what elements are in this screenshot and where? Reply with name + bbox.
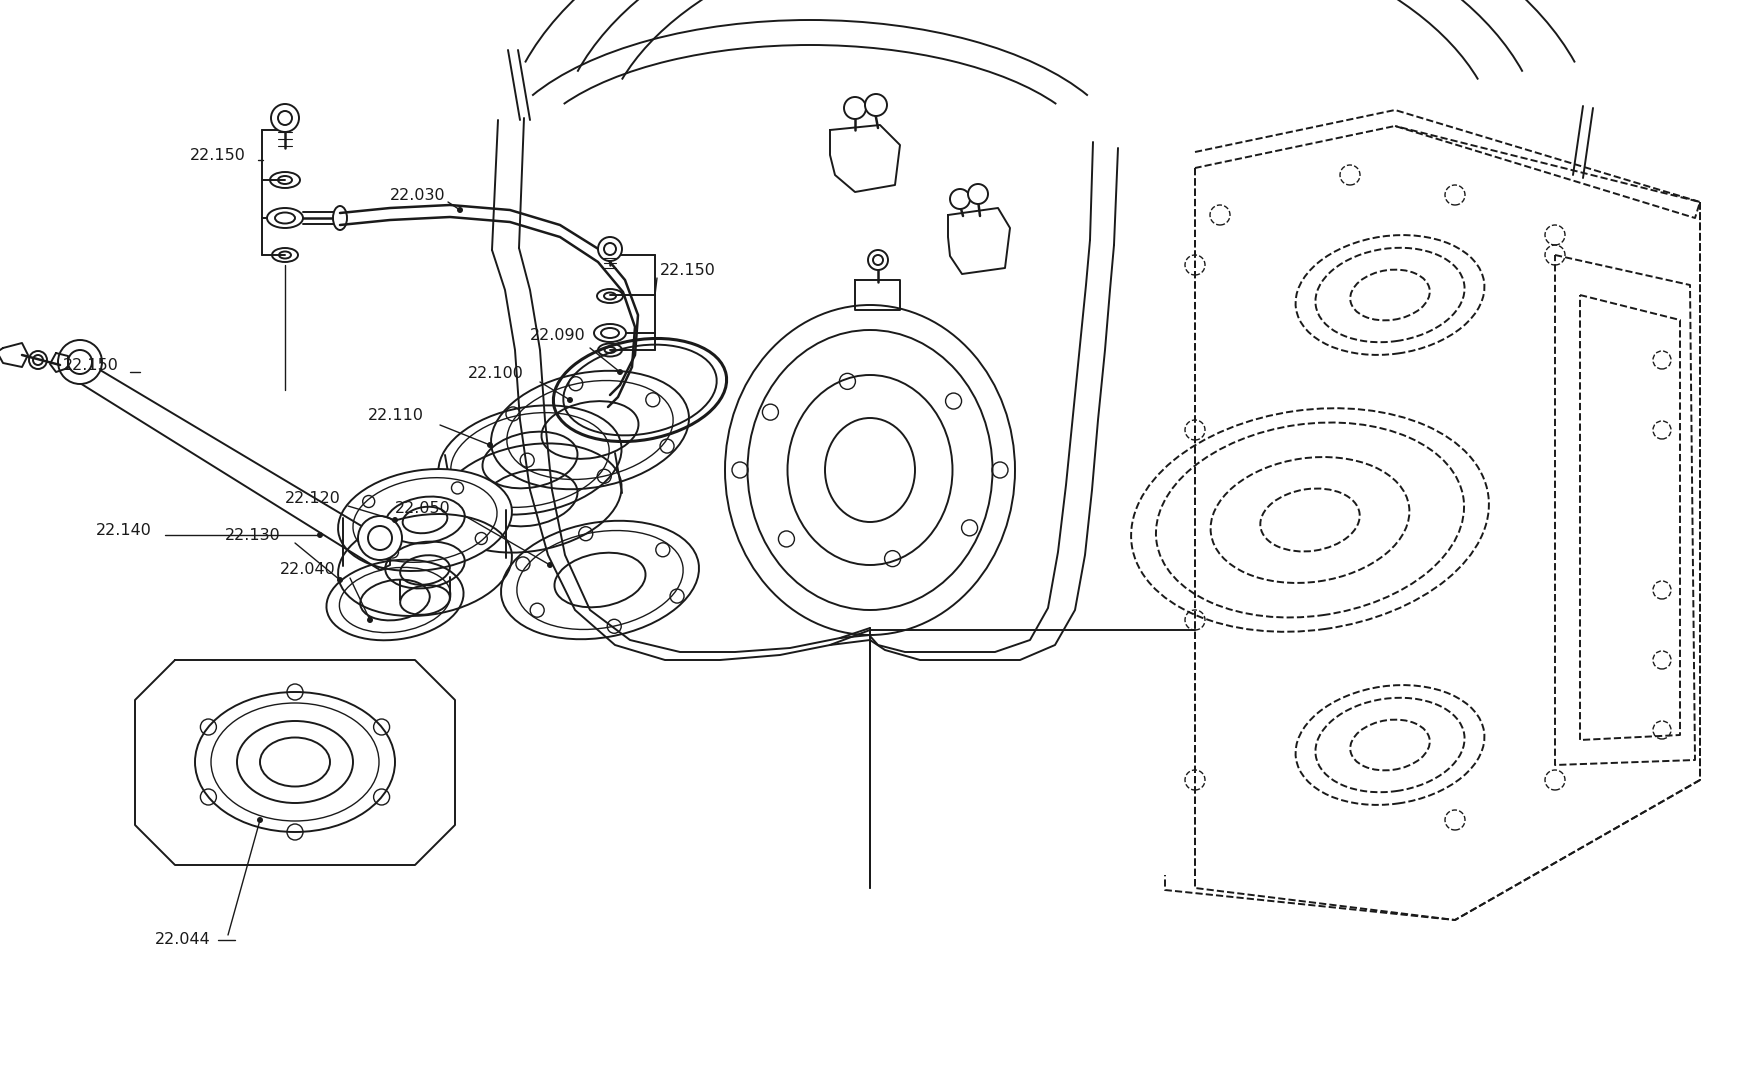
Ellipse shape: [391, 517, 398, 523]
Text: 22.040: 22.040: [280, 563, 336, 578]
Text: 22.050: 22.050: [395, 501, 450, 516]
Text: 22.030: 22.030: [390, 187, 445, 202]
Ellipse shape: [358, 516, 402, 560]
Ellipse shape: [257, 817, 263, 823]
Text: 22.130: 22.130: [224, 528, 280, 542]
Text: 22.090: 22.090: [530, 327, 586, 342]
Ellipse shape: [546, 562, 553, 568]
Polygon shape: [50, 353, 68, 372]
Ellipse shape: [337, 469, 511, 571]
Ellipse shape: [949, 189, 969, 209]
Ellipse shape: [57, 340, 103, 384]
Polygon shape: [948, 208, 1009, 274]
Text: 22.044: 22.044: [155, 932, 210, 948]
Ellipse shape: [967, 184, 988, 204]
Ellipse shape: [457, 207, 463, 213]
Text: 22.120: 22.120: [285, 490, 341, 505]
Ellipse shape: [567, 397, 572, 403]
Ellipse shape: [864, 94, 887, 116]
Ellipse shape: [316, 532, 323, 538]
Ellipse shape: [332, 207, 346, 230]
Ellipse shape: [617, 369, 623, 374]
Ellipse shape: [367, 617, 372, 623]
Text: 22.150: 22.150: [190, 148, 245, 163]
Text: 22.140: 22.140: [96, 522, 151, 537]
Text: 22.150: 22.150: [659, 262, 715, 277]
Ellipse shape: [868, 250, 887, 270]
Ellipse shape: [271, 104, 299, 132]
Ellipse shape: [593, 324, 626, 342]
Ellipse shape: [337, 577, 343, 583]
Ellipse shape: [843, 97, 866, 119]
Ellipse shape: [487, 442, 492, 448]
Polygon shape: [0, 343, 28, 367]
Polygon shape: [68, 358, 390, 570]
Ellipse shape: [598, 236, 621, 261]
Text: 22.100: 22.100: [468, 366, 523, 381]
Polygon shape: [830, 125, 899, 192]
Text: 22.150: 22.150: [63, 357, 118, 372]
Polygon shape: [136, 660, 454, 865]
Text: 22.110: 22.110: [367, 408, 424, 423]
Ellipse shape: [266, 208, 303, 228]
